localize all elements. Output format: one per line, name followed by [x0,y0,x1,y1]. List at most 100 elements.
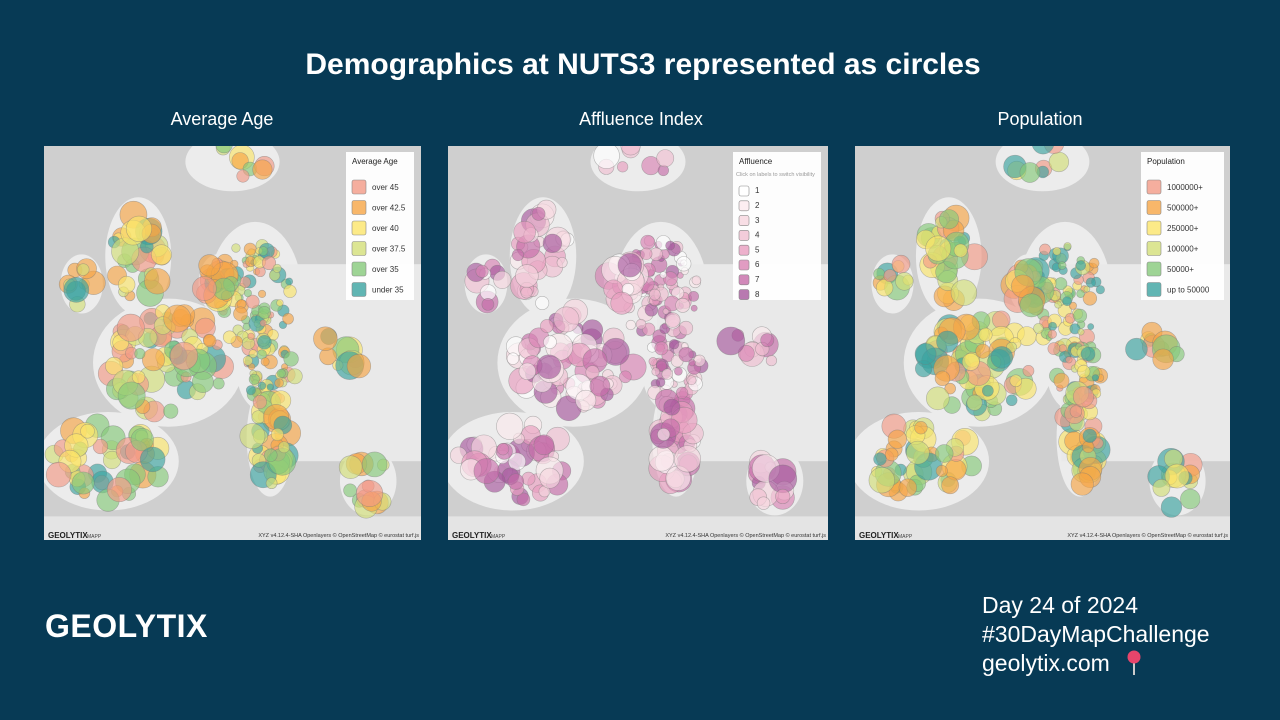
panel-heading: Population [997,109,1083,129]
area-circle [1077,328,1085,336]
area-circle [1047,329,1057,339]
area-circle [163,304,192,333]
slide-title: Demographics at NUTS3 represented as cir… [305,48,981,81]
area-circle [678,346,694,363]
area-circle [665,240,676,251]
legend-label: 100000+ [1167,245,1199,254]
area-circle [258,246,269,256]
legend-label: 8 [755,290,760,299]
area-circle [475,264,489,278]
area-circle [914,343,937,365]
attribution: XYZ v4.12.4-SHA Openlayers © OpenStreetM… [258,532,419,539]
legend-label: 7 [755,275,760,284]
legend-label: over 40 [372,224,399,233]
area-circle [80,423,95,439]
area-circle [508,452,526,471]
area-circle [953,243,968,258]
area-circle [593,146,620,169]
area-circle [990,346,1014,369]
area-circle [236,169,250,183]
area-circle [192,276,217,301]
area-circle [274,378,284,388]
area-circle [313,326,338,351]
pin-icon [1127,650,1141,675]
legend-label: 3 [755,216,760,225]
legend-swatch [1146,282,1162,297]
area-circle [283,284,297,298]
area-circle [641,156,661,176]
area-circle [688,359,696,367]
area-circle [131,370,146,384]
area-circle [654,341,669,356]
area-circle [975,343,991,359]
area-circle [515,264,539,288]
area-circle [163,403,179,419]
attribution: XYZ v4.12.4-SHA Openlayers © OpenStreetM… [665,532,826,539]
area-circle [625,319,636,331]
area-circle [141,348,165,372]
area-circle [935,444,954,463]
area-circle [92,438,109,455]
area-circle [215,146,233,154]
area-circle [1091,374,1100,382]
area-circle [678,320,694,336]
area-circle [1054,277,1068,291]
area-circle [258,289,267,298]
area-circle [139,446,166,473]
legend-swatch [1146,179,1162,195]
area-circle [516,492,531,507]
area-circle [663,271,678,286]
area-circle [1080,346,1096,362]
area-circle [656,149,675,168]
area-circle [941,476,960,495]
area-circle [651,367,660,376]
area-circle [575,389,597,411]
area-circle [1085,277,1096,288]
map-logo: GEOLYTIX [859,531,899,540]
area-circle [765,355,778,367]
area-circle [239,423,266,449]
legend-swatch [1146,220,1162,236]
legend-label: 2 [755,201,760,210]
map-panel: Affluence Click on labels to switch visib… [448,146,828,540]
area-circle [690,304,698,312]
legend-title: Average Age [352,157,398,166]
area-circle [535,296,550,311]
area-circle [270,428,284,441]
area-circle [1032,146,1054,155]
area-circle [1073,308,1088,323]
area-circle [620,146,641,156]
area-circle [655,377,666,388]
area-circle [245,294,260,309]
area-circle [635,318,647,330]
area-circle [610,291,634,315]
area-circle [675,297,691,313]
area-circle [675,386,689,399]
area-circle [716,326,746,356]
area-circle [1048,151,1070,173]
area-circle [272,263,282,273]
legend-label: 5 [755,245,760,254]
legend-swatch [738,259,750,271]
area-circle [617,161,629,173]
area-circle [231,243,241,253]
area-circle [1095,285,1105,295]
legend-swatch [1146,261,1162,277]
area-circle [873,452,887,466]
legend-swatch [1146,241,1162,256]
area-circle [1063,242,1072,251]
area-circle [589,375,611,397]
area-circle [1125,337,1148,361]
area-circle [144,268,171,295]
area-circle [105,356,124,376]
area-circle [130,427,154,452]
area-circle [659,271,667,279]
area-circle [1152,348,1174,370]
area-circle [117,381,146,410]
area-circle [1082,291,1098,306]
area-circle [1087,323,1095,331]
area-circle [283,351,299,367]
area-circle [543,335,557,349]
area-circle [496,412,524,440]
